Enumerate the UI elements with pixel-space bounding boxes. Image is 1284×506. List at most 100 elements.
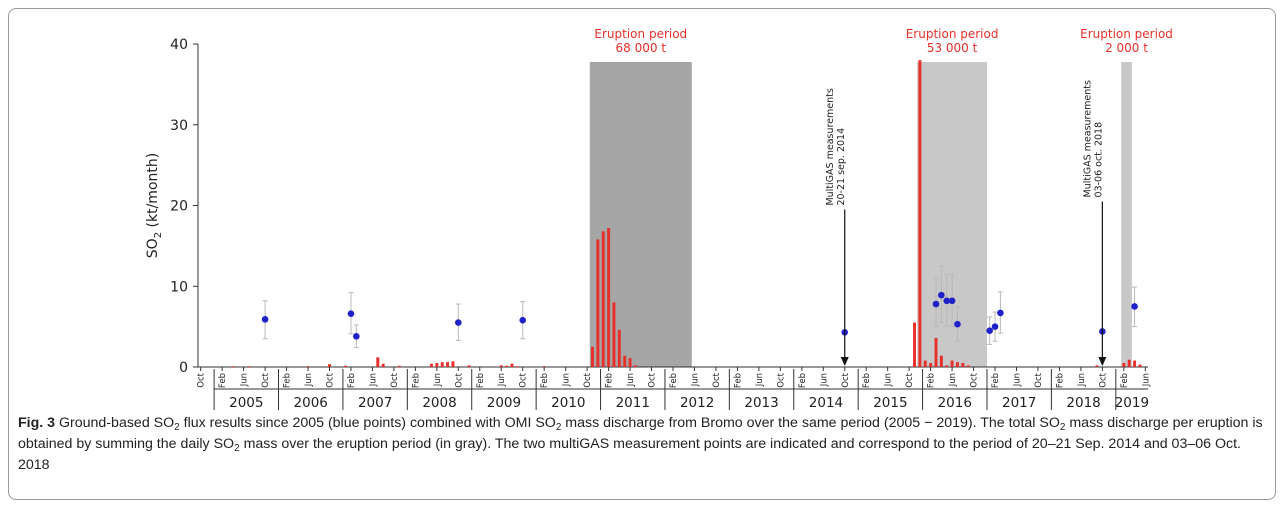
- omi-bar: [381, 363, 385, 367]
- caption-subscript: 2: [1059, 422, 1066, 433]
- month-label: Oct: [261, 372, 271, 387]
- month-label: Oct: [1098, 372, 1108, 387]
- year-label: 2018: [1066, 395, 1100, 411]
- month-label: Feb: [669, 373, 679, 388]
- month-label: Oct: [712, 372, 722, 387]
- month-label: Oct: [905, 372, 915, 387]
- ground-point: [938, 291, 945, 299]
- month-label: Jun: [433, 373, 443, 387]
- annotation-arrowhead: [1098, 357, 1107, 366]
- y-tick-label: 20: [170, 199, 188, 215]
- ground-point: [347, 310, 355, 318]
- month-label: Oct: [648, 372, 658, 387]
- year-label: 2019: [1115, 395, 1149, 411]
- year-label: 2008: [422, 395, 456, 411]
- omi-bar: [955, 362, 959, 367]
- ground-point: [943, 297, 951, 305]
- eruption-label-1: Eruption period: [906, 27, 999, 41]
- omi-bar: [923, 360, 927, 367]
- omi-bar: [306, 366, 310, 367]
- omi-bar: [499, 365, 503, 367]
- month-label: Jun: [690, 373, 700, 387]
- month-label: Oct: [970, 372, 980, 387]
- annotation-line2-0: 20-21 sep. 2014: [836, 128, 847, 206]
- axes: [193, 43, 1148, 410]
- omi-bar: [918, 60, 922, 368]
- ground-point: [948, 297, 956, 305]
- eruption-shade-0: [589, 62, 692, 367]
- month-label: Oct: [776, 372, 786, 387]
- month-label: Oct: [583, 372, 593, 387]
- year-label: 2017: [1002, 395, 1036, 411]
- omi-bar: [617, 329, 621, 367]
- year-label: 2011: [616, 395, 650, 411]
- month-label: Feb: [1120, 373, 1130, 388]
- y-tick-label: 30: [170, 118, 188, 134]
- ground-points: [261, 265, 1138, 349]
- month-label: Jun: [1077, 373, 1087, 387]
- omi-bar: [515, 366, 519, 367]
- month-label: Feb: [540, 373, 550, 388]
- month-label: Feb: [798, 373, 808, 388]
- omi-bar: [467, 365, 471, 367]
- omi-bar: [440, 362, 444, 367]
- year-label: 2016: [938, 395, 972, 411]
- year-label: 2012: [680, 395, 714, 411]
- month-label: Oct: [1034, 372, 1044, 387]
- year-label: 2007: [358, 395, 392, 411]
- omi-bar: [966, 365, 970, 367]
- month-label: Feb: [476, 373, 486, 388]
- month-label: Oct: [325, 372, 335, 387]
- omi-bar: [1133, 360, 1137, 367]
- month-label: Jun: [755, 373, 765, 387]
- month-label: Feb: [218, 373, 228, 388]
- ground-point: [455, 319, 462, 326]
- eruption-mass-1: 53 000 t: [927, 41, 978, 55]
- omi-bar: [397, 365, 401, 367]
- year-label: 2010: [551, 395, 585, 411]
- omi-bar: [435, 362, 439, 367]
- month-label: Oct: [841, 372, 851, 387]
- omi-bar: [913, 322, 917, 367]
- year-label: 2009: [487, 395, 521, 411]
- ground-point: [954, 320, 961, 328]
- omi-bar: [231, 366, 235, 367]
- month-label: Feb: [991, 373, 1001, 388]
- omi-bar: [1138, 364, 1142, 367]
- omi-bar: [376, 357, 380, 367]
- ground-point: [353, 333, 360, 340]
- omi-bar: [1122, 362, 1126, 367]
- month-label: Oct: [197, 372, 207, 387]
- omi-bars: [231, 60, 1142, 368]
- ground-point: [997, 309, 1004, 317]
- omi-bar: [623, 355, 627, 367]
- omi-bar: [429, 363, 433, 367]
- month-label: Jun: [626, 373, 636, 387]
- omi-bar: [505, 365, 509, 367]
- caption-subscript: 2: [555, 422, 562, 433]
- omi-bar: [247, 366, 251, 367]
- omi-bar: [344, 365, 348, 367]
- year-label: 2005: [229, 395, 263, 411]
- annotation-line1-0: MultiGAS measurements: [825, 88, 836, 205]
- figure-frame: [8, 8, 1276, 500]
- year-label: 2015: [873, 395, 907, 411]
- month-label: Jun: [1141, 373, 1151, 387]
- figure-caption: Fig. 3 Ground-based SO2 flux results sin…: [18, 413, 1268, 476]
- omi-bar: [596, 239, 600, 367]
- eruption-mass-0: 68 000 t: [616, 41, 667, 55]
- year-label: 2014: [809, 395, 843, 411]
- ground-point: [991, 323, 999, 330]
- omi-bar: [628, 358, 632, 367]
- ground-point: [519, 316, 527, 324]
- month-label: Jun: [240, 373, 250, 387]
- month-label: Jun: [304, 373, 314, 387]
- month-label: Feb: [605, 373, 615, 388]
- omi-bar: [929, 362, 933, 367]
- omi-bar: [945, 365, 949, 367]
- omi-bar: [1127, 359, 1131, 367]
- omi-bar: [601, 231, 605, 367]
- ground-point: [1131, 303, 1138, 310]
- month-label: Feb: [347, 373, 357, 388]
